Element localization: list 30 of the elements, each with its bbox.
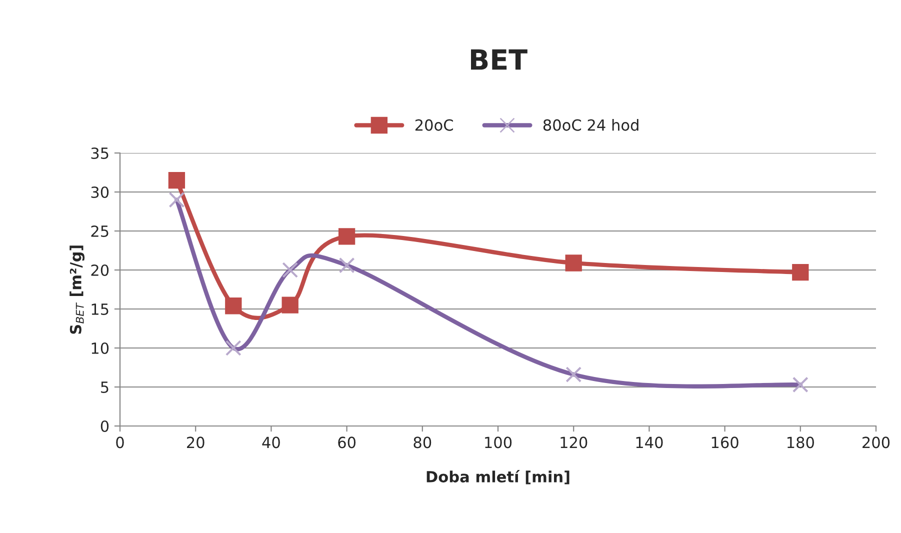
y-tick-label: 25 <box>91 225 108 238</box>
x-tick-label: 100 <box>485 436 512 448</box>
x-tick-label: 0 <box>116 436 124 448</box>
x-tick-label: 80 <box>414 436 432 448</box>
y-tick-label: 15 <box>92 304 108 316</box>
y-tick-label: 20 <box>91 264 109 276</box>
x-tick-label: 20 <box>187 436 204 448</box>
x-tick-label: 60 <box>338 436 356 448</box>
x-tick-label: 180 <box>787 436 814 448</box>
x-tick-label: 140 <box>636 436 663 448</box>
legend-label: 80oC 24 hod <box>543 119 638 131</box>
x-tick-label: 160 <box>712 436 738 448</box>
y-tick-label: 30 <box>91 186 109 198</box>
point <box>225 298 242 314</box>
y-axis-title: S$_{BET}$ [m²/g] <box>70 246 85 334</box>
point <box>565 254 582 272</box>
x-tick-label: 40 <box>262 436 280 448</box>
legend-label: 20oC <box>415 119 453 131</box>
y-tick-label: 5 <box>101 382 108 394</box>
x-axis-title: Doba mletí [min] <box>426 470 570 484</box>
y-tick-label: 35 <box>91 147 108 160</box>
point <box>338 228 356 245</box>
point <box>792 264 809 281</box>
chart-title: BET <box>471 49 528 70</box>
y-tick-label: 10 <box>92 342 109 354</box>
y-tick-label: 0 <box>100 420 109 432</box>
x-tick-label: 120 <box>560 436 588 448</box>
point <box>168 172 186 189</box>
point <box>282 296 298 314</box>
x-tick-label: 200 <box>862 436 890 448</box>
